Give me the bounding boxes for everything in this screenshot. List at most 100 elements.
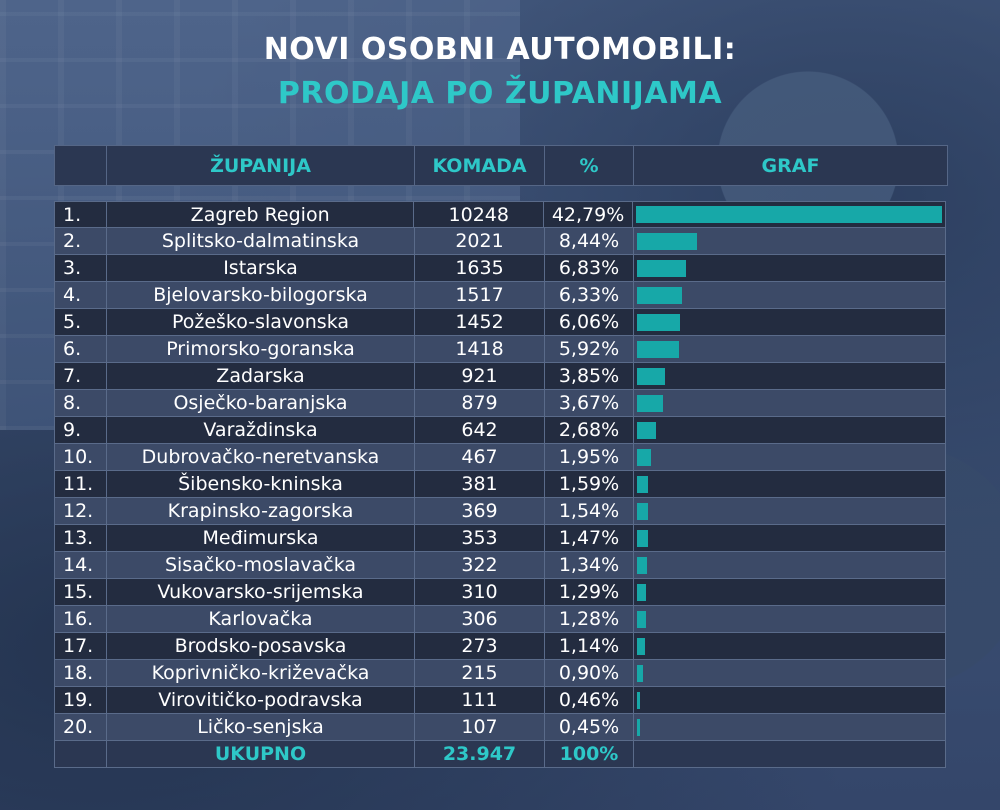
row-graph-cell <box>634 714 945 740</box>
header-county: ŽUPANIJA <box>107 146 415 185</box>
row-count: 921 <box>415 363 545 389</box>
bar-13 <box>637 529 648 547</box>
table-row: 5. Požeško-slavonska 1452 6,06% <box>54 309 946 336</box>
bar-8 <box>637 394 663 412</box>
bar-4 <box>637 286 682 304</box>
row-county: Vukovarsko-srijemska <box>107 579 415 605</box>
table-row: 10. Dubrovačko-neretvanska 467 1,95% <box>54 444 946 471</box>
table-body: 1. Zagreb Region 10248 42,79% 2. Splitsko-dal… <box>54 201 946 768</box>
bar-19 <box>637 691 640 709</box>
table-row: 18. Koprivničko-križevačka 215 0,90% <box>54 660 946 687</box>
row-graph-cell <box>633 202 945 227</box>
row-rank: 3. <box>55 255 107 281</box>
row-count: 381 <box>415 471 545 497</box>
row-count: 1452 <box>415 309 545 335</box>
row-count: 310 <box>415 579 545 605</box>
row-graph-cell <box>634 390 945 416</box>
row-graph-cell <box>634 498 945 524</box>
total-row: UKUPNO 23.947 100% <box>54 741 946 768</box>
bar-16 <box>637 610 646 628</box>
row-rank: 4. <box>55 282 107 308</box>
row-county: Splitsko-dalmatinska <box>107 228 415 254</box>
row-percent: 0,46% <box>545 687 634 713</box>
bar-1 <box>635 206 942 223</box>
row-county: Krapinsko-zagorska <box>107 498 415 524</box>
row-count: 306 <box>415 606 545 632</box>
row-rank: 1. <box>55 202 107 227</box>
total-rank-empty <box>55 741 107 767</box>
row-graph-cell <box>634 687 945 713</box>
row-county: Istarska <box>107 255 415 281</box>
row-graph-cell <box>634 471 945 497</box>
table-row: 17. Brodsko-posavska 273 1,14% <box>54 633 946 660</box>
total-label: UKUPNO <box>107 741 415 767</box>
row-graph-cell <box>634 633 945 659</box>
row-percent: 1,14% <box>545 633 634 659</box>
row-percent: 6,83% <box>545 255 634 281</box>
row-county: Zagreb Region <box>107 202 415 227</box>
bar-2 <box>637 232 697 250</box>
bar-7 <box>637 367 665 385</box>
row-rank: 14. <box>55 552 107 578</box>
table-row: 19. Virovitičko-podravska 111 0,46% <box>54 687 946 714</box>
row-percent: 6,06% <box>545 309 634 335</box>
total-graph-empty <box>634 741 945 767</box>
row-graph-cell <box>634 336 945 362</box>
row-rank: 9. <box>55 417 107 443</box>
header-count: KOMADA <box>415 146 545 185</box>
row-graph-cell <box>634 282 945 308</box>
row-county: Zadarska <box>107 363 415 389</box>
table-row: 6. Primorsko-goranska 1418 5,92% <box>54 336 946 363</box>
row-rank: 7. <box>55 363 107 389</box>
row-percent: 1,34% <box>545 552 634 578</box>
row-rank: 17. <box>55 633 107 659</box>
row-rank: 8. <box>55 390 107 416</box>
row-count: 1418 <box>415 336 545 362</box>
row-graph-cell <box>634 363 945 389</box>
row-count: 879 <box>415 390 545 416</box>
bar-12 <box>637 502 648 520</box>
total-count: 23.947 <box>415 741 545 767</box>
row-rank: 10. <box>55 444 107 470</box>
row-county: Požeško-slavonska <box>107 309 415 335</box>
bar-9 <box>637 421 656 439</box>
table-row: 1. Zagreb Region 10248 42,79% <box>54 201 946 228</box>
row-rank: 16. <box>55 606 107 632</box>
row-graph-cell <box>634 525 945 551</box>
row-county: Dubrovačko-neretvanska <box>107 444 415 470</box>
row-percent: 1,59% <box>545 471 634 497</box>
row-rank: 15. <box>55 579 107 605</box>
row-count: 2021 <box>415 228 545 254</box>
table-row: 11. Šibensko-kninska 381 1,59% <box>54 471 946 498</box>
row-graph-cell <box>634 606 945 632</box>
row-percent: 1,47% <box>545 525 634 551</box>
bar-15 <box>637 583 646 601</box>
bar-11 <box>637 475 648 493</box>
table-row: 4. Bjelovarsko-bilogorska 1517 6,33% <box>54 282 946 309</box>
row-count: 353 <box>415 525 545 551</box>
row-rank: 12. <box>55 498 107 524</box>
row-graph-cell <box>634 444 945 470</box>
header-rank <box>55 146 107 185</box>
row-count: 642 <box>415 417 545 443</box>
table-row: 8. Osječko-baranjska 879 3,67% <box>54 390 946 417</box>
table-header: ŽUPANIJA KOMADA % GRAF <box>54 145 948 186</box>
row-count: 10248 <box>414 202 545 227</box>
row-count: 273 <box>415 633 545 659</box>
title-line-1: NOVI OSOBNI AUTOMOBILI: <box>263 32 737 67</box>
row-county: Šibensko-kninska <box>107 471 415 497</box>
row-graph-cell <box>634 552 945 578</box>
row-rank: 5. <box>55 309 107 335</box>
row-county: Osječko-baranjska <box>107 390 415 416</box>
row-county: Koprivničko-križevačka <box>107 660 415 686</box>
row-percent: 5,92% <box>545 336 634 362</box>
row-graph-cell <box>634 579 945 605</box>
header-graph: GRAF <box>761 154 820 177</box>
row-graph-cell <box>634 417 945 443</box>
row-percent: 1,29% <box>545 579 634 605</box>
row-rank: 13. <box>55 525 107 551</box>
row-count: 215 <box>415 660 545 686</box>
row-percent: 2,68% <box>545 417 634 443</box>
row-rank: 6. <box>55 336 107 362</box>
row-county: Sisačko-moslavačka <box>107 552 415 578</box>
